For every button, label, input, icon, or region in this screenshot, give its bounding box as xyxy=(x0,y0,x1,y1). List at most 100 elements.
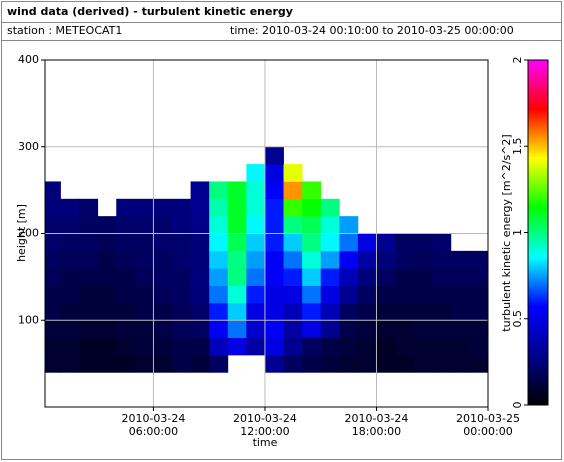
heatmap-cell xyxy=(79,268,99,286)
heatmap-cell xyxy=(357,250,377,269)
heatmap-cell xyxy=(190,250,210,269)
heatmap-cell xyxy=(376,337,396,356)
x-axis-label: time xyxy=(253,436,278,449)
heatmap-cell xyxy=(45,354,61,373)
heatmap-cell xyxy=(376,302,396,321)
heatmap-cell xyxy=(134,250,154,269)
heatmap-cell xyxy=(172,354,192,373)
heatmap-cell xyxy=(339,250,359,269)
heatmap-cell xyxy=(227,198,247,217)
heatmap-cell xyxy=(209,268,229,286)
x-tick-label: 2010-03-24 06:00:00 xyxy=(121,412,186,438)
heatmap-cell xyxy=(45,233,61,252)
heatmap-cell xyxy=(432,268,452,286)
colorbar-tick-label: 0.5 xyxy=(511,310,524,328)
heatmap-cell xyxy=(172,216,192,234)
heatmap-cell xyxy=(339,354,359,373)
heatmap-cell xyxy=(264,146,284,165)
heatmap-cell xyxy=(357,320,377,338)
heatmap-cell xyxy=(209,354,229,373)
heatmap-cell xyxy=(320,302,340,321)
heatmap-cell xyxy=(339,285,359,304)
heatmap-cell xyxy=(376,354,396,373)
heatmap-cell xyxy=(227,337,247,356)
heatmap-cell xyxy=(227,216,247,234)
heatmap-cell xyxy=(97,320,117,338)
heatmap-cell xyxy=(172,233,192,252)
heatmap-cell xyxy=(450,354,470,373)
heatmap-cell xyxy=(209,250,229,269)
heatmap-cell xyxy=(376,233,396,252)
heatmap-cell xyxy=(172,337,192,356)
heatmap-cell xyxy=(264,181,284,200)
heatmap-cell xyxy=(413,320,433,338)
heatmap-cell xyxy=(45,198,61,217)
heatmap-cell xyxy=(45,320,61,338)
heatmap-cell xyxy=(432,354,452,373)
heatmap-cell xyxy=(190,320,210,338)
heatmap-cell xyxy=(302,216,322,234)
heatmap-cell xyxy=(302,198,322,217)
heatmap-cell xyxy=(395,320,415,338)
heatmap-cell xyxy=(134,198,154,217)
heatmap-cell xyxy=(450,268,470,286)
heatmap-cell xyxy=(246,268,266,286)
heatmap-cell xyxy=(395,337,415,356)
heatmap-cell xyxy=(209,285,229,304)
heatmap-cell xyxy=(432,337,452,356)
heatmap-cell xyxy=(153,337,173,356)
heatmap-cell xyxy=(469,354,489,373)
heatmap-cell xyxy=(116,302,136,321)
heatmap-cell xyxy=(209,181,229,200)
heatmap-cell xyxy=(413,354,433,373)
heatmap-cell xyxy=(395,302,415,321)
heatmap-cell xyxy=(283,198,303,217)
heatmap-cell xyxy=(469,285,489,304)
heatmap-cell xyxy=(79,250,99,269)
heatmap-cell xyxy=(190,354,210,373)
heatmap-cell xyxy=(339,302,359,321)
heatmap-cell xyxy=(395,354,415,373)
colorbar-label: turbulent kinetic energy [m^2/s^2] xyxy=(500,134,513,331)
heatmap-cell xyxy=(413,337,433,356)
heatmap-cell xyxy=(413,233,433,252)
heatmap-cell xyxy=(172,198,192,217)
heatmap-cell xyxy=(172,250,192,269)
heatmap-cell xyxy=(209,302,229,321)
y-axis-label: height [m] xyxy=(15,204,28,262)
heatmap-cell xyxy=(79,216,99,234)
heatmap-cell xyxy=(302,285,322,304)
colorbar-tick-label: 0 xyxy=(511,402,524,409)
heatmap-cell xyxy=(283,233,303,252)
heatmap-cell xyxy=(283,285,303,304)
heatmap-cell xyxy=(264,354,284,373)
heatmap-cell xyxy=(116,233,136,252)
heatmap-cell xyxy=(450,285,470,304)
heatmap-cell xyxy=(134,337,154,356)
heatmap-cell xyxy=(469,302,489,321)
heatmap-cell xyxy=(246,216,266,234)
heatmap-cell xyxy=(209,320,229,338)
heatmap-cell xyxy=(246,285,266,304)
heatmap-cell xyxy=(376,268,396,286)
heatmap-cell xyxy=(246,233,266,252)
heatmap-cell xyxy=(190,198,210,217)
heatmap-cell xyxy=(357,285,377,304)
heatmap-cell xyxy=(264,285,284,304)
heatmap-cell xyxy=(45,181,61,200)
heatmap-cell xyxy=(357,302,377,321)
heatmap-cell xyxy=(190,233,210,252)
heatmap-cell xyxy=(79,285,99,304)
y-tick-label: 400 xyxy=(18,53,39,66)
heatmap-cell xyxy=(395,250,415,269)
heatmap-cell xyxy=(302,354,322,373)
heatmap-cell xyxy=(60,337,80,356)
heatmap-cell xyxy=(172,320,192,338)
heatmap-cell xyxy=(469,250,489,269)
heatmap-cell xyxy=(264,198,284,217)
heatmap-cell xyxy=(97,337,117,356)
heatmap-cell xyxy=(116,250,136,269)
heatmap-cell xyxy=(264,164,284,182)
heatmap-cell xyxy=(246,320,266,338)
heatmap-cell xyxy=(153,320,173,338)
